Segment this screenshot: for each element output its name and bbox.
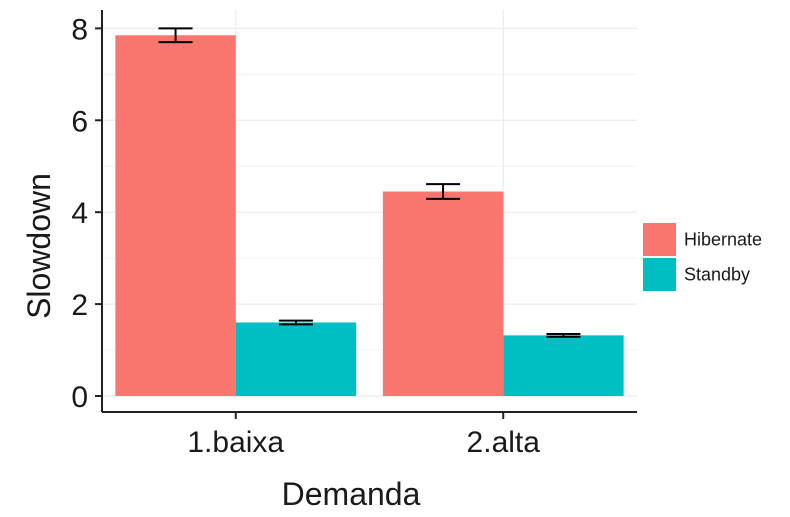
y-tick-label: 2 [71, 289, 88, 322]
y-tick-label: 6 [71, 105, 88, 138]
y-tick-label: 8 [71, 13, 88, 46]
legend-key-hibernate [643, 223, 676, 256]
error-bars [158, 27, 581, 338]
y-tick-label: 4 [71, 197, 88, 230]
x-tick-label: 1.baixa [187, 426, 284, 459]
y-tick-label: 0 [71, 381, 88, 414]
bars [115, 35, 624, 397]
bar-standby-1.baixa [235, 322, 357, 396]
bar-standby-2.alta [503, 335, 624, 396]
legend: Hibernate Standby [643, 223, 762, 291]
y-axis-title: Slowdown [21, 173, 57, 319]
axes: 0 2 4 6 8 1.baixa 2.alta [71, 10, 637, 459]
x-tick-label: 2.alta [467, 426, 541, 459]
legend-label-standby: Standby [684, 265, 750, 285]
bar-hibernate-2.alta [382, 191, 504, 396]
bar-hibernate-1.baixa [115, 35, 236, 397]
legend-key-standby [643, 258, 676, 291]
x-axis-title: Demanda [282, 476, 421, 512]
legend-label-hibernate: Hibernate [684, 230, 762, 250]
